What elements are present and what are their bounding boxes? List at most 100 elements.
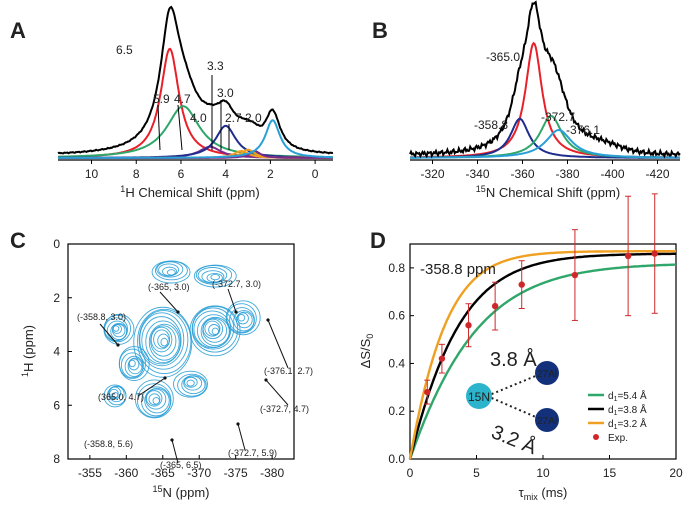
panel-b-x-label-text: N Chemical Shift (ppm) [486, 185, 620, 200]
distance-label-bottom: 3.2 Å [488, 420, 541, 459]
contour-ring [206, 272, 223, 283]
contour-ring [154, 260, 188, 281]
c-label-358-8-3-0: (-358.8, 3.0) [77, 312, 126, 322]
y-tick-label: 0.2 [388, 404, 405, 418]
panel-b-x-label: 15N Chemical Shift (ppm) [476, 184, 620, 200]
peak-pointer-line [171, 439, 179, 464]
x-tick-label: 5 [473, 466, 480, 480]
contour-ring [127, 357, 143, 375]
peak-pointer-head [176, 310, 180, 314]
panel-c-2d-spectrum: -355 -360 -365 -370 -375 -380 0 2 4 6 8 (-358.8, 3… [20, 237, 313, 500]
y-tick-label: 2 [53, 291, 60, 305]
x-tick-label: 2 [267, 167, 274, 181]
exp-point [651, 250, 658, 257]
c-label-365-6-5: (-365, 6.5) [160, 460, 202, 470]
panel-a-spectrum: 10 8 6 4 2 0 6.5 5.9 4.7 4.0 3.3 3.0 2.7 2.0 … [57, 5, 334, 200]
peak-leader-line [177, 104, 183, 151]
b-peak-label-372-7: -372.7 [541, 110, 575, 124]
contour-ring [133, 306, 193, 378]
x-tick-label: -380 [260, 466, 284, 480]
a-component-8 [58, 119, 333, 159]
panel-c-x-label: 15N (ppm) [153, 484, 210, 500]
peak-pointer-head [266, 318, 270, 322]
curve-series-3 [408, 250, 676, 460]
contour-ring [157, 333, 170, 348]
c-label-365-3-0: (-365, 3.0) [148, 282, 190, 292]
exp-point [624, 252, 632, 260]
contour-ring [145, 320, 181, 364]
contour-ring [226, 303, 257, 334]
contour-ring [138, 310, 189, 370]
contour-ring [237, 314, 246, 322]
b-peak-label-358-8: -358.8 [474, 118, 508, 132]
peak-pointer-line [137, 377, 166, 397]
exp-point [424, 388, 431, 396]
panel-c-ticks: -355 -360 -365 -370 -375 -380 0 2 4 6 8 [53, 237, 284, 480]
panel-d-legend: d1=5.4 Åd1=3.8 Åd1=3.2 Å Exp. [588, 389, 647, 444]
x-tick-label: 10 [536, 466, 550, 480]
x-tick-label: -355 [78, 466, 102, 480]
contour-ring [181, 375, 206, 395]
a-peak-label-5-9: 5.9 [153, 92, 170, 106]
curve-series-2 [408, 252, 676, 460]
peak-pointer-head [116, 343, 120, 347]
panel-a-total-spectrum [57, 5, 334, 155]
panel-d-x-label-unit: (ms) [538, 485, 568, 500]
y-tick-label: 0.4 [388, 356, 405, 370]
a-peak-label-3-0: 3.0 [217, 86, 234, 100]
panel-a-x-label: 1H Chemical Shift (ppm) [120, 184, 259, 200]
contour-ring [152, 397, 160, 405]
panel-d-buildup: 0 5 10 15 20 0.0 0.2 0.4 0.6 0.8 -358.8 ppm 15N 2… [358, 193, 683, 502]
contour-ring [211, 327, 219, 335]
panel-b-spectrum: -320 -340 -360 -380 -400 -420 -365.0 -358.8 -… [409, 0, 681, 200]
panel-b-x-label-isotope: 15 [476, 184, 486, 194]
x-tick-label: -375 [224, 466, 248, 480]
exp-point [465, 322, 472, 329]
a-peak-label-2-7: 2.7 [225, 111, 242, 125]
panel-d-x-label-tau: τ [519, 485, 525, 500]
contour-ring [195, 265, 233, 285]
panel-a-x-label-text: H Chemical Shift (ppm) [125, 185, 259, 200]
peak-pointer-line [99, 323, 119, 346]
contour-ring [150, 325, 177, 357]
panel-a-x-label-isotope: 1 [120, 184, 125, 194]
panel-a-x-ticks: 10 8 6 4 2 0 [85, 160, 319, 181]
contour-ring [183, 375, 203, 391]
contour-ring [108, 386, 122, 400]
peak-pointer-head [234, 310, 238, 314]
panel-letter-c: C [10, 228, 26, 253]
y-tick-label: 8 [53, 452, 60, 466]
x-tick-label: -340 [465, 167, 489, 181]
al-atom-top [535, 361, 559, 385]
al-atom-top-label: 27Al [537, 369, 557, 380]
contour-ring [166, 269, 176, 276]
y-tick-label: 0.0 [388, 452, 405, 466]
legend-exp-label: Exp. [608, 433, 628, 444]
contour-ring [148, 393, 161, 406]
x-tick-label: -370 [187, 466, 211, 480]
contour-ring [192, 307, 235, 350]
contour-ring [112, 325, 120, 332]
curve-series-1 [408, 263, 677, 460]
exp-point [491, 302, 499, 310]
contour-ring [208, 324, 220, 336]
panel-d-curves [408, 250, 677, 460]
peak-pointer-line [267, 319, 289, 369]
al-atom-bottom-label: 27Al [537, 416, 557, 427]
contour-ring [144, 387, 170, 414]
contour-ring [177, 373, 207, 397]
x-tick-label: 4 [222, 167, 229, 181]
a-peak-label-3-3: 3.3 [207, 59, 224, 73]
n-atom-label: 15N [468, 390, 490, 404]
exp-point [438, 355, 446, 362]
c-label-358-8-5-6: (-358.8, 5.6) [84, 439, 133, 449]
contour-ring [201, 270, 225, 284]
contour-ring [196, 314, 231, 348]
panel-d-y-label: ΔS/S0 [358, 334, 375, 369]
c-label-376-1-2-7: (-376.1, 2.7) [264, 366, 313, 376]
x-tick-label: 0 [407, 466, 414, 480]
contour-ring [128, 359, 136, 368]
a-peak-label-4-0: 4.0 [190, 111, 207, 125]
